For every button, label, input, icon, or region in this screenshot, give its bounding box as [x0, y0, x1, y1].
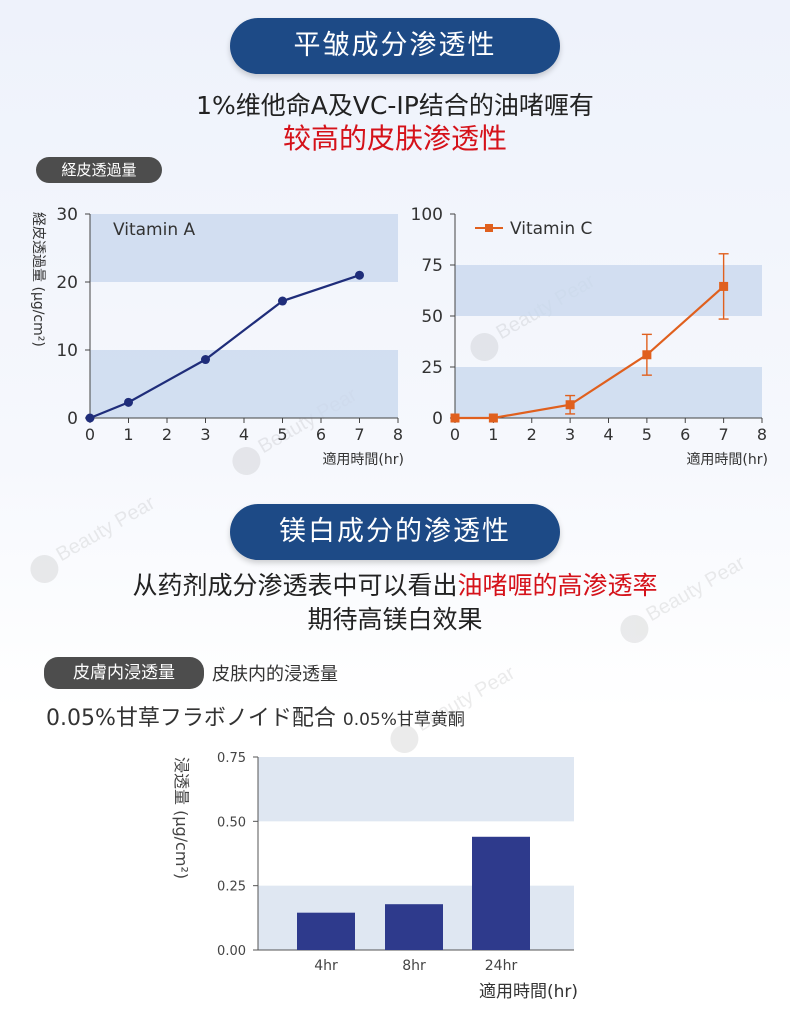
watermark: Beauty Pear — [390, 662, 520, 753]
watermark-logo-icon — [30, 555, 59, 583]
chart1-point — [85, 413, 95, 423]
chart3-x-label: 適用時間(hr) — [479, 982, 578, 1002]
chart2-band — [455, 367, 762, 418]
chart3-y-label: 浸透量 (μg/cm²) — [172, 757, 191, 879]
chart2-y-tick-label: 75 — [421, 256, 443, 276]
section2-headline: 从药剂成分渗透表中可以看出油啫喱的高渗透率 — [0, 566, 790, 602]
chart3-y-tick-label: 0.00 — [217, 944, 246, 959]
section2-tag-note: 皮肤内的浸透量 — [212, 664, 338, 685]
chart3-x-tick-label: 8hr — [402, 958, 426, 974]
section1-headline: 1%维他命A及VC-IP结合的油啫喱有 — [196, 91, 594, 120]
chart1-band — [90, 350, 398, 418]
chart1-y-tick-label: 30 — [56, 205, 78, 225]
chart1-point — [124, 397, 133, 407]
chart2-y-tick-label: 50 — [421, 307, 443, 327]
chart2-x-tick-label: 5 — [642, 425, 652, 444]
watermark-logo-icon — [620, 615, 649, 643]
section2-subline: 期待高镁白效果 — [307, 605, 483, 634]
chart2-point — [488, 413, 498, 423]
chart1-point — [278, 296, 287, 306]
chart3-y-tick-label: 0.75 — [217, 751, 246, 766]
watermark-logo-icon — [390, 725, 419, 753]
chart2-x-label: 適用時間(hr) — [686, 451, 768, 468]
chart1-point — [355, 270, 364, 280]
chart1-x-label: 適用時間(hr) — [322, 451, 404, 468]
chart2-legend-marker — [485, 224, 493, 232]
chart2-x-tick-label: 3 — [565, 425, 575, 444]
formula-cn: 0.05%甘草黄酮 — [342, 710, 465, 730]
chart2-y-tick-label: 100 — [411, 205, 443, 225]
section2-headline-part1: 从药剂成分渗透表中可以看出 — [132, 571, 458, 600]
section2-headline-highlight: 油啫喱的高渗透率 — [457, 571, 658, 600]
chart2-y-tick-label: 0 — [432, 409, 443, 429]
chart1-band — [90, 214, 398, 282]
formula-line: 0.05%甘草フラボノイド配合 0.05%甘草黄酮 — [46, 700, 465, 732]
chart2-x-tick-label: 1 — [488, 425, 498, 444]
chart2-point — [719, 281, 729, 291]
watermark-text: Beauty Pear — [413, 662, 520, 736]
section1-highlight: 较高的皮肤渗透性 — [282, 122, 507, 155]
chart1-x-tick-label: 0 — [85, 425, 95, 444]
chart2-x-tick-label: 4 — [603, 425, 613, 444]
chart1-y-tick-label: 20 — [56, 273, 78, 293]
chart3-y-tick-label: 0.50 — [217, 815, 246, 830]
watermark: Beauty Pear — [30, 492, 160, 583]
section2-tag: 皮膚内浸透量 — [44, 657, 204, 689]
chart1-x-tick-label: 5 — [277, 425, 287, 444]
chart1-x-tick-label: 7 — [354, 425, 364, 444]
chart3-x-tick-label: 24hr — [485, 958, 518, 974]
chart1-x-tick-label: 1 — [123, 425, 133, 444]
chart3-bar — [385, 904, 443, 950]
chart1-y-tick-label: 10 — [56, 341, 78, 361]
chart2-x-tick-label: 2 — [527, 425, 537, 444]
chart1-x-tick-label: 2 — [162, 425, 172, 444]
chart1-y-label: 経皮透過量 (μg/cm²) — [30, 212, 46, 347]
chart1-x-tick-label: 6 — [316, 425, 326, 444]
chart2-point — [642, 350, 652, 360]
watermark-logo-icon — [232, 447, 261, 475]
chart1-point — [201, 355, 210, 365]
chart2-legend-label: Vitamin C — [510, 219, 592, 239]
chart1-y-tick-label: 0 — [67, 409, 78, 429]
formula-jp: 0.05%甘草フラボノイド配合 — [46, 706, 336, 731]
watermark-text: Beauty Pear — [643, 552, 750, 626]
chart3-y-tick-label: 0.25 — [217, 880, 246, 895]
chart1-x-tick-label: 3 — [200, 425, 210, 444]
chart3-bar — [297, 912, 355, 950]
section1-title-pill: 平皱成分渗透性 — [230, 18, 560, 74]
chart1-title: Vitamin A — [113, 220, 196, 240]
chart3-bar — [472, 836, 530, 950]
chart2-band — [455, 265, 762, 316]
chart2-x-tick-label: 7 — [719, 425, 729, 444]
chart2-x-tick-label: 8 — [757, 425, 767, 444]
chart2-x-tick-label: 0 — [450, 425, 460, 444]
section2-title-pill: 镁白成分的渗透性 — [230, 504, 560, 560]
chart2-y-tick-label: 25 — [421, 358, 443, 378]
watermark-logo-icon — [470, 333, 499, 361]
chart2-point — [450, 413, 460, 423]
chart1-x-tick-label: 4 — [239, 425, 249, 444]
watermark-text: Beauty Pear — [53, 492, 160, 566]
chart2-point — [565, 400, 575, 410]
chart3-x-tick-label: 4hr — [314, 958, 338, 974]
watermark: Beauty Pear — [620, 552, 750, 643]
section1-tag: 経皮透過量 — [36, 157, 162, 183]
chart2-x-tick-label: 6 — [680, 425, 690, 444]
chart1-x-tick-label: 8 — [393, 425, 403, 444]
chart3-band — [258, 757, 574, 822]
